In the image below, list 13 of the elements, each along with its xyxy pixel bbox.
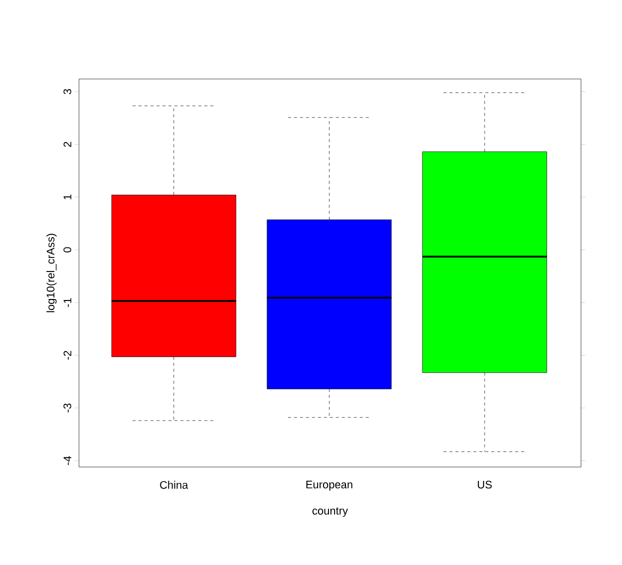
y-tick-label: 2 [64,142,72,147]
y-tick-label: -3 [63,404,72,412]
y-tick-label: -2 [64,350,72,360]
y-tick-label: -1 [64,298,72,307]
x-tick-label: China [160,480,188,489]
y-tick-label: 0 [63,247,72,252]
y-tick-label: 1 [64,194,72,200]
x-tick-label: European [306,480,352,491]
y-axis-title: log10(rel_crAss) [46,234,57,312]
x-axis-title: country [312,507,348,517]
x-tick-label: US [478,480,492,489]
y-tick-label: 3 [63,89,72,94]
y-tick-label: -4 [64,456,72,466]
